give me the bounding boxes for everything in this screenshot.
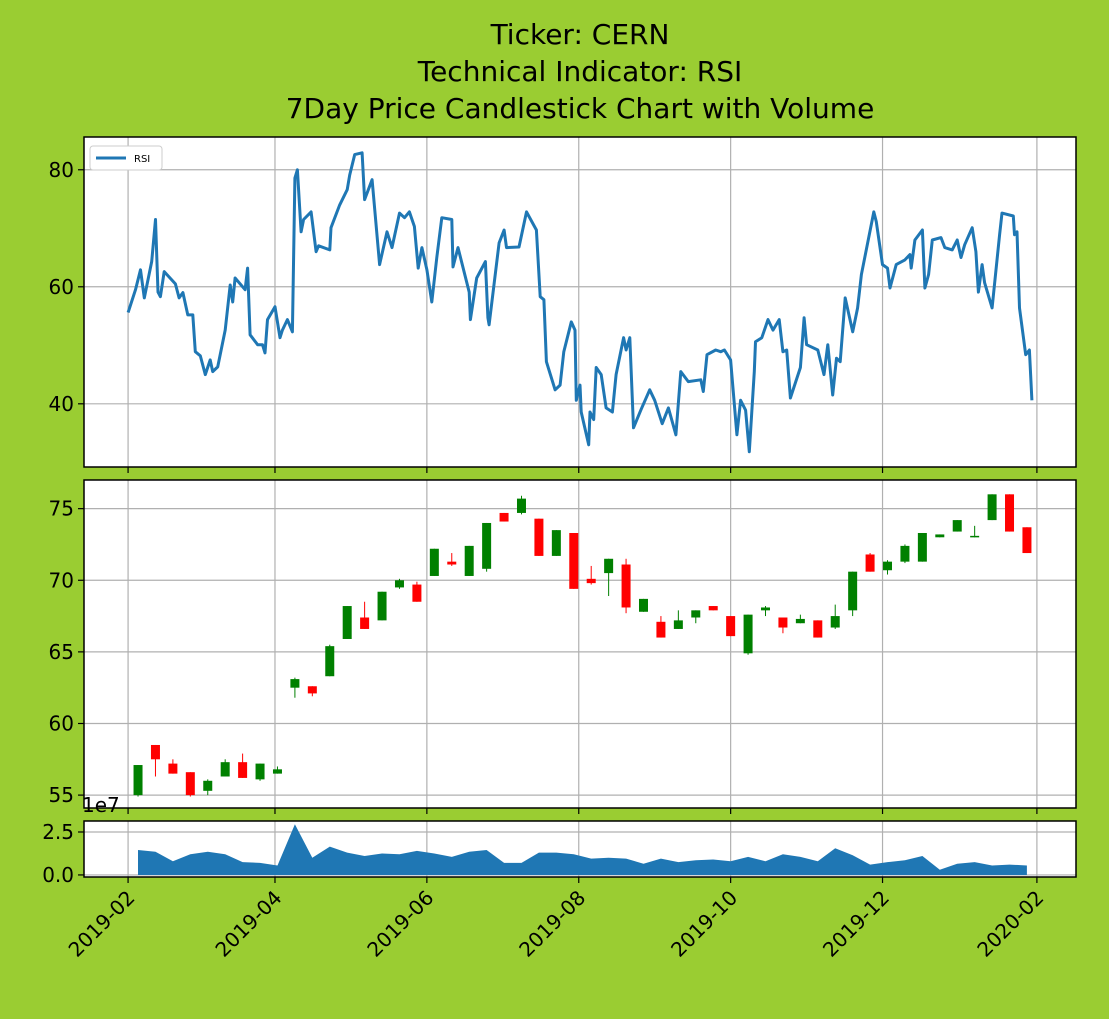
candle-body xyxy=(656,621,666,638)
plot-frame xyxy=(83,479,1077,809)
candle-body xyxy=(394,580,404,588)
candle-body xyxy=(499,512,509,522)
candle-body xyxy=(883,561,893,571)
y-tick-label: 70 xyxy=(49,568,74,592)
candle-body xyxy=(220,762,230,777)
candle-body xyxy=(708,606,718,611)
candle-body xyxy=(813,620,823,638)
candle-body xyxy=(795,618,805,624)
chart-title: Technical Indicator: RSI xyxy=(417,55,743,88)
candle-body xyxy=(551,530,561,556)
candle-body xyxy=(325,646,335,677)
candle-body xyxy=(900,545,910,562)
candle-body xyxy=(203,780,213,791)
candle-body xyxy=(255,763,265,780)
candle-body xyxy=(482,522,492,569)
candle-body xyxy=(778,617,788,628)
candle-body xyxy=(1022,527,1032,554)
candle-body xyxy=(412,584,422,602)
candle-body xyxy=(185,772,195,796)
candle-body xyxy=(604,558,614,574)
candle-body xyxy=(342,606,352,639)
y-tick-label: 2.5 xyxy=(42,820,74,844)
candle-body xyxy=(621,564,631,608)
candle-body xyxy=(464,545,474,576)
candle-body xyxy=(272,769,282,774)
candle-body xyxy=(726,616,736,637)
y-tick-label: 60 xyxy=(49,711,74,735)
candle-body xyxy=(830,616,840,628)
candle-body xyxy=(865,554,875,572)
candle-body xyxy=(848,571,858,611)
plot-area xyxy=(84,480,1076,808)
plot-frame xyxy=(83,820,1077,878)
candle-body xyxy=(516,498,526,513)
y-tick-label: 40 xyxy=(49,392,74,416)
y-tick-label: 0.0 xyxy=(42,863,74,887)
candle-body xyxy=(569,532,579,589)
chart-title: 7Day Price Candlestick Chart with Volume xyxy=(286,92,875,125)
candle-body xyxy=(673,620,683,629)
candle-body xyxy=(534,518,544,556)
candle-body xyxy=(307,686,317,694)
chart-title: Ticker: CERN xyxy=(490,18,670,51)
candle-body xyxy=(691,610,701,618)
candle-body xyxy=(133,765,143,796)
candle-body xyxy=(168,763,178,774)
candle-body xyxy=(377,591,387,621)
candle-body xyxy=(761,607,771,611)
candle-body xyxy=(743,614,753,654)
candle-body xyxy=(150,744,160,760)
candle-body xyxy=(360,617,370,629)
y-tick-label: 65 xyxy=(49,640,74,664)
candle-body xyxy=(586,578,596,584)
candle-body xyxy=(238,762,248,778)
rsi-line xyxy=(126,151,1034,454)
candle-body xyxy=(429,548,439,576)
y-tick-label: 75 xyxy=(49,497,74,521)
candle-body xyxy=(917,532,927,562)
candle-body xyxy=(970,535,980,538)
plot-frame xyxy=(83,136,1077,468)
offset-label: 1e7 xyxy=(82,793,120,817)
candle-body xyxy=(1005,494,1015,532)
legend-label: RSI xyxy=(134,154,150,165)
candle-body xyxy=(987,494,997,521)
y-tick-label: 55 xyxy=(49,783,74,807)
y-tick-label: 80 xyxy=(49,158,74,182)
volume-area xyxy=(138,824,1027,875)
candle-body xyxy=(638,598,648,612)
candle-body xyxy=(290,679,300,688)
y-tick-label: 60 xyxy=(49,275,74,299)
candle-body xyxy=(447,561,457,565)
candle-body xyxy=(935,534,945,538)
candle-body xyxy=(952,520,962,532)
